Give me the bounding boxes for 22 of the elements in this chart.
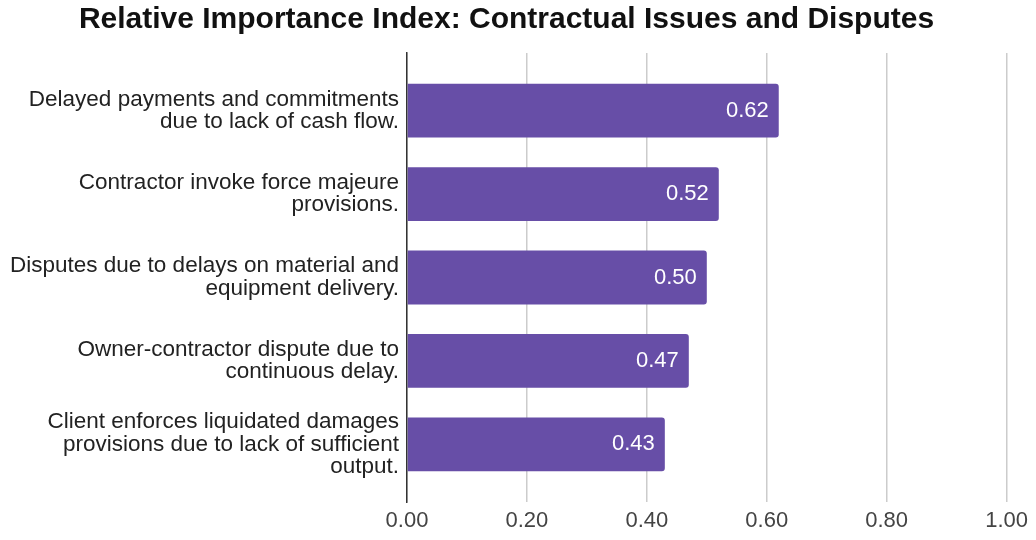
x-tick-label: 0.60 [745,507,789,533]
chart-title: Relative Importance Index: Contractual Issues and Disputes [78,1,935,35]
bar [407,334,689,388]
bar [407,250,707,305]
x-tick-label: 0.40 [625,507,669,533]
data-label: 0.52 [665,180,709,206]
data-label: 0.47 [635,347,679,373]
bar [407,417,665,472]
y-tick-label: Client enforces liquidated damages provisions due to lack of sufficient output. [47,408,400,479]
data-label: 0.62 [725,96,769,122]
x-tick-label: 1.00 [985,507,1028,533]
y-tick-label: Disputes due to delays on material and equipment delivery. [10,252,399,300]
data-label: 0.43 [612,430,655,456]
x-tick-label: 0.80 [865,507,909,533]
y-tick-label: Delayed payments and commitments due to lack of cash flow. [28,85,399,134]
x-tick-label: 0.00 [385,507,429,533]
bar [407,167,719,221]
bar [407,83,779,138]
data-label: 0.50 [653,263,697,289]
y-tick-label: Contractor invoke force majeure provisions. [78,169,399,217]
y-tick-label: Owner-contractor dispute due to continuous delay. [77,335,399,384]
x-tick-label: 0.20 [505,507,549,533]
